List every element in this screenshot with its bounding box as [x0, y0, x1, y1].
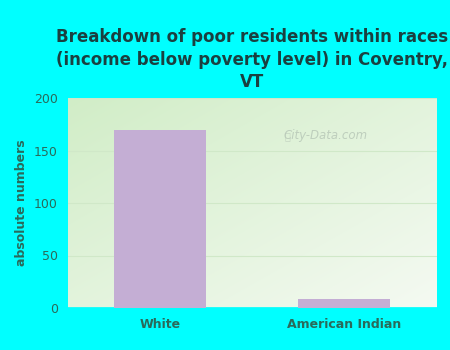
Bar — [113, 130, 206, 308]
Title: Breakdown of poor residents within races
(income below poverty level) in Coventr: Breakdown of poor residents within races… — [56, 28, 448, 91]
Text: 🔍: 🔍 — [284, 131, 290, 141]
Text: City-Data.com: City-Data.com — [284, 129, 368, 142]
Bar — [298, 299, 391, 308]
Y-axis label: absolute numbers: absolute numbers — [15, 140, 28, 266]
